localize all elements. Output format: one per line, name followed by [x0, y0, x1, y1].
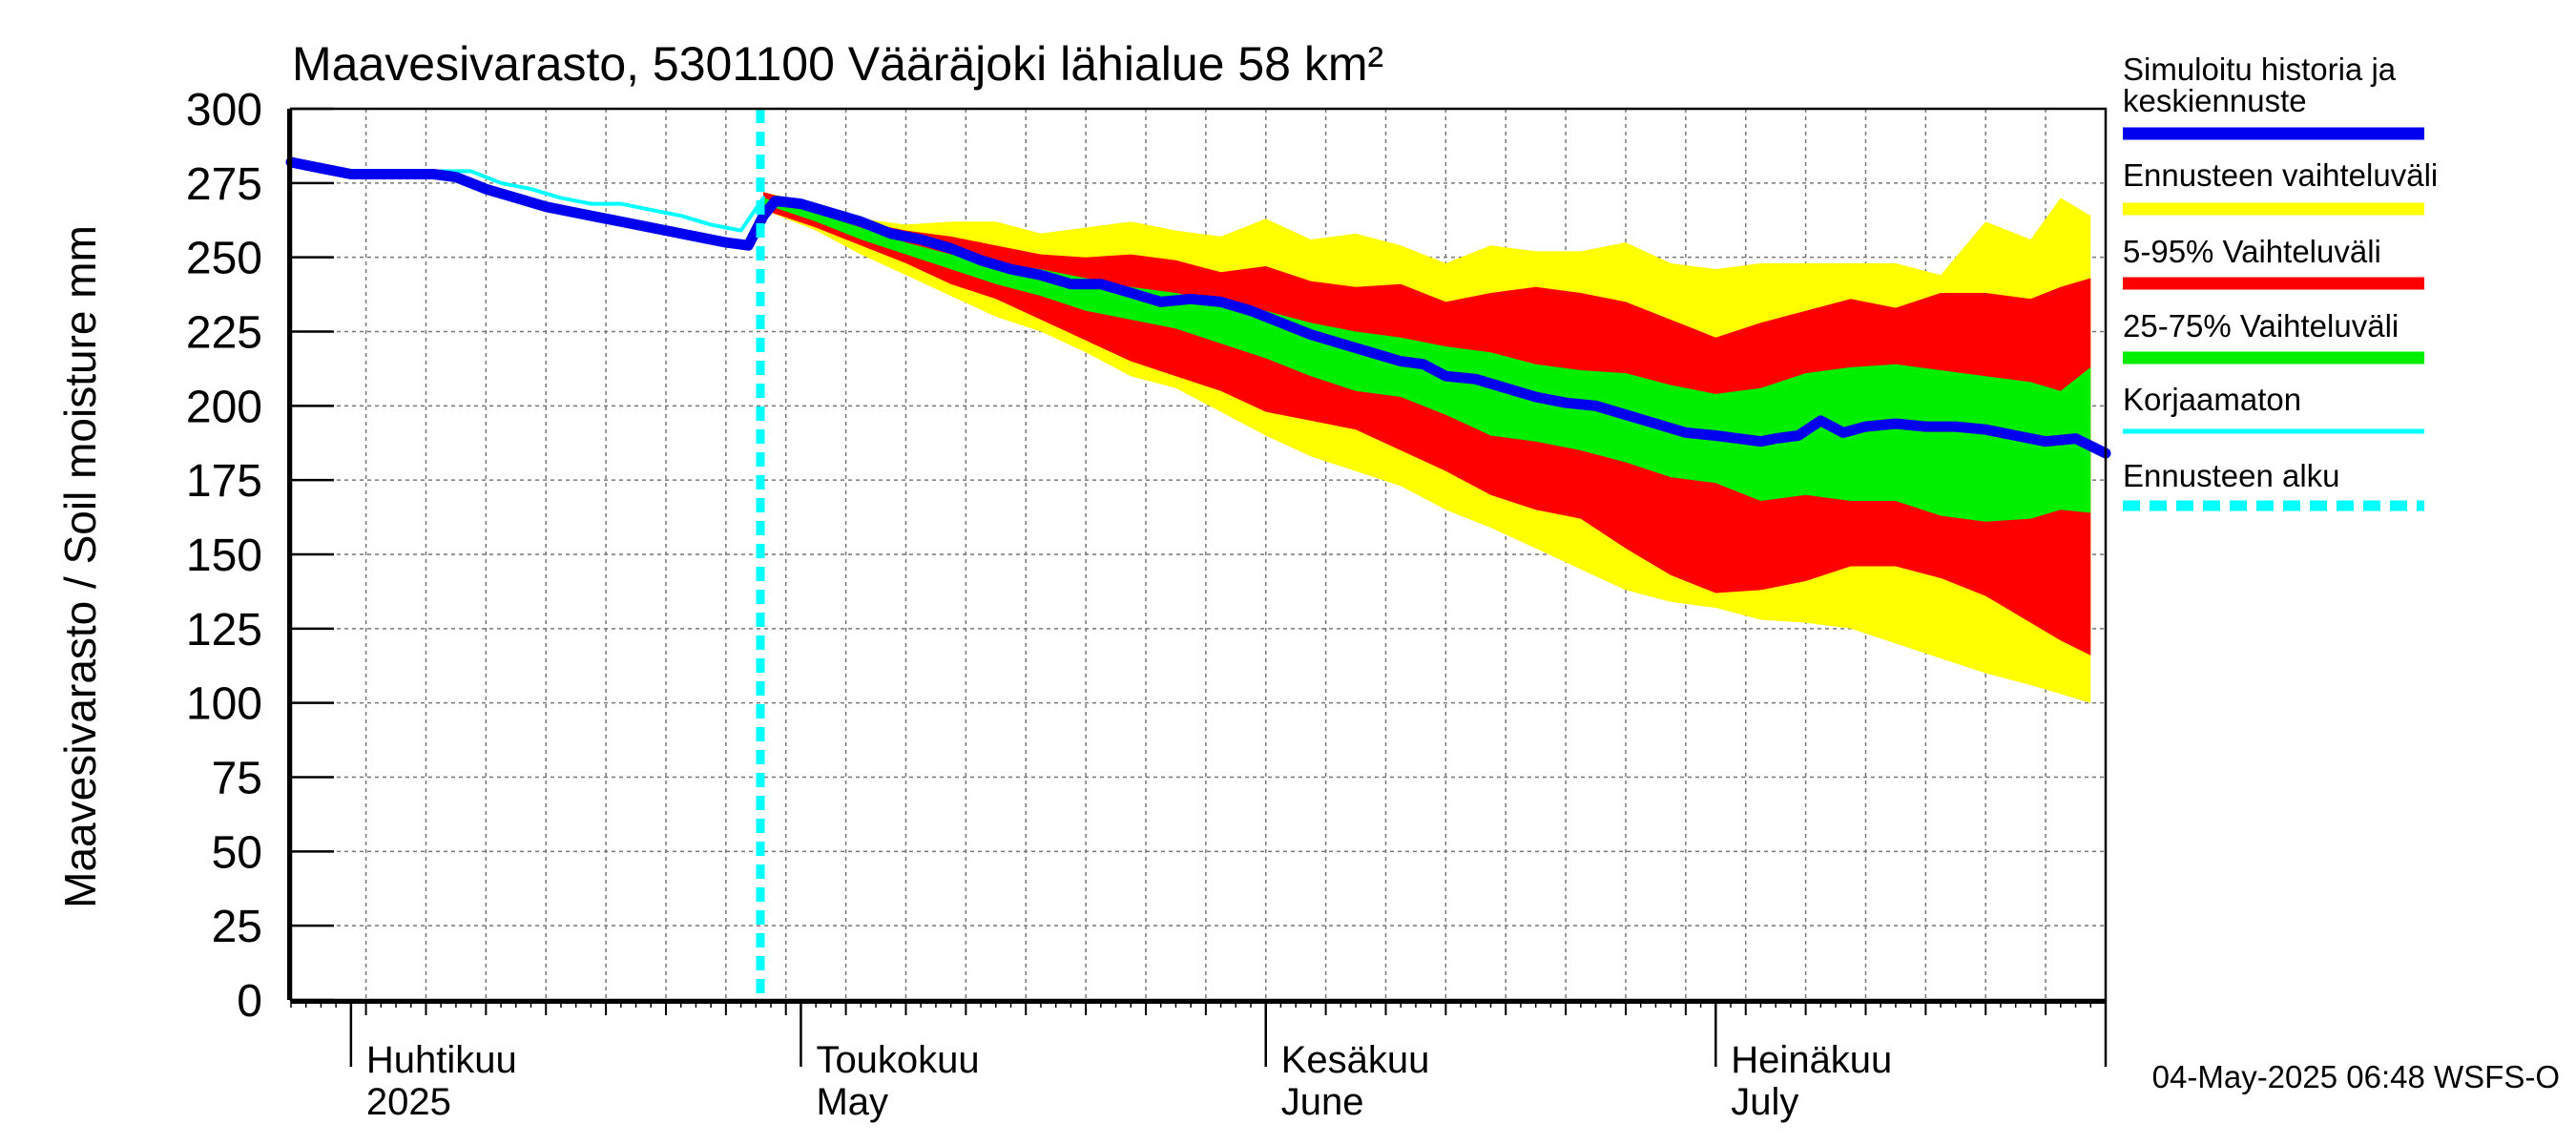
mean-forecast-line	[285, 156, 2111, 459]
x-month-sublabel: July	[1731, 1081, 1798, 1123]
footer-timestamp: 04-May-2025 06:48 WSFS-O	[2152, 1059, 2560, 1094]
legend-label: Ennusteen vaihteluväli	[2123, 157, 2438, 193]
y-tick-labels: 0 25 50 75 100 125 150 175 200 225 250 275 300	[186, 85, 262, 1027]
legend: Simuloitu historia ja keskiennuste Ennuste…	[2123, 52, 2438, 511]
chart-title: Maavesivarasto, 5301100 Vääräjoki lähial…	[292, 37, 1383, 91]
y-tick-label: 100	[186, 679, 262, 730]
y-tick-label: 175	[186, 456, 262, 507]
y-tick-label: 225	[186, 308, 262, 359]
x-month-label: Heinäkuu	[1731, 1039, 1892, 1081]
y-tick-label: 300	[186, 85, 262, 135]
y-axis-label: Maavesivarasto / Soil moisture mm	[55, 225, 105, 908]
legend-label: 25-75% Vaihteluväli	[2123, 308, 2399, 344]
x-month-label: Toukokuu	[816, 1039, 979, 1081]
legend-label: Ennusteen alku	[2123, 458, 2340, 493]
x-month-sublabel: May	[816, 1081, 888, 1123]
y-tick-label: 125	[186, 605, 262, 656]
x-month-label: Huhtikuu	[366, 1039, 517, 1081]
axes	[287, 107, 2108, 1067]
x-month-sublabel: 2025	[366, 1081, 451, 1123]
legend-label: Simuloitu historia ja keskiennuste	[2123, 52, 2397, 118]
y-tick-label: 275	[186, 159, 262, 210]
y-tick-label: 75	[212, 754, 262, 804]
y-tick-label: 250	[186, 234, 262, 284]
legend-label: Korjaamaton	[2123, 382, 2301, 417]
y-tick-label: 50	[212, 827, 262, 878]
series-area	[285, 109, 2111, 1000]
y-tick-label: 200	[186, 382, 262, 432]
x-month-sublabel: June	[1281, 1081, 1364, 1123]
y-tick-label: 150	[186, 531, 262, 581]
legend-label: 5-95% Vaihteluväli	[2123, 234, 2381, 269]
y-tick-label: 0	[237, 976, 262, 1027]
y-tick-label: 25	[212, 902, 262, 952]
x-month-label: Kesäkuu	[1281, 1039, 1430, 1081]
